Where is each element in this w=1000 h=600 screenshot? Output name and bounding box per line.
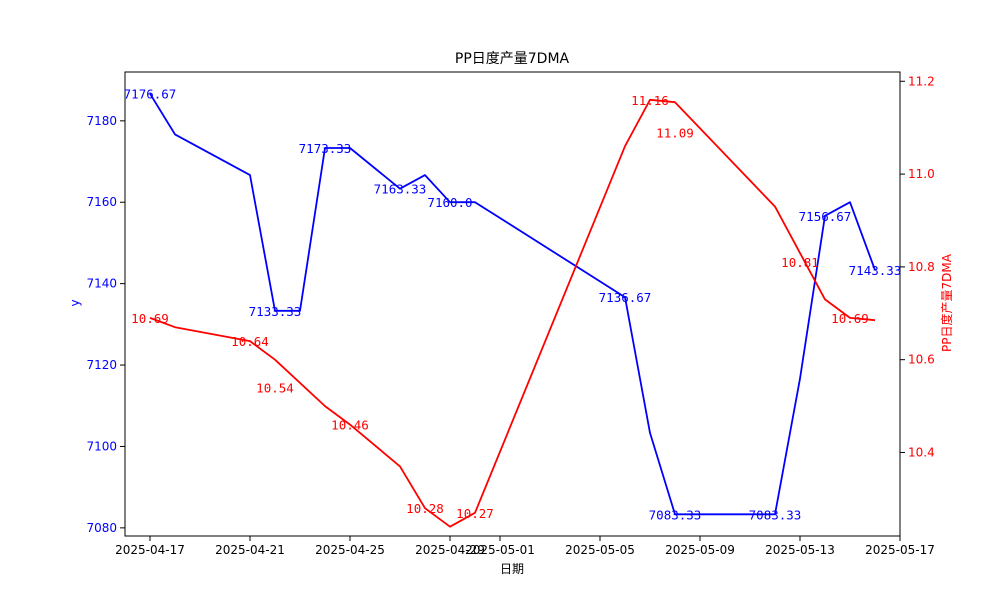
y-left-tick-label: 7100 <box>86 439 117 453</box>
plot-frame <box>124 71 901 537</box>
x-tick-label: 2025-04-29 <box>415 543 485 557</box>
left-data-label: 7176.67 <box>124 87 177 102</box>
chart-title: PP日度产量7DMA <box>455 51 570 67</box>
y-right-tick-label: 10.8 <box>908 260 935 274</box>
y-left-tick-label: 7120 <box>86 358 117 372</box>
right-data-label: 10.64 <box>231 334 269 349</box>
x-tick-label: 2025-05-05 <box>565 543 635 557</box>
left-data-label: 7173.33 <box>299 141 352 156</box>
x-tick-label: 2025-04-21 <box>215 543 285 557</box>
x-tick-label: 2025-05-13 <box>765 543 835 557</box>
y-axis-left-label: y <box>68 299 82 306</box>
left-series-line <box>149 93 876 516</box>
right-data-label: 10.28 <box>406 501 444 516</box>
y-left-tick-label: 7180 <box>86 114 117 128</box>
right-data-label: 11.16 <box>631 93 669 108</box>
right-data-label: 10.54 <box>256 381 294 396</box>
left-data-label: 7136.67 <box>599 290 652 305</box>
x-tick-label: 2025-05-01 <box>465 543 535 557</box>
right-data-label: 10.81 <box>781 255 819 270</box>
x-tick-label: 2025-05-17 <box>865 543 935 557</box>
y-axis-right-label: PP日度产量7DMA <box>939 253 954 352</box>
y-right-tick-label: 10.4 <box>908 445 935 459</box>
x-tick-label: 2025-04-25 <box>315 543 385 557</box>
left-data-label: 7163.33 <box>374 182 427 197</box>
right-data-label: 10.27 <box>456 506 494 521</box>
y-right-tick-label: 11.2 <box>908 74 935 88</box>
y-right-tick-label: 10.6 <box>908 353 935 367</box>
left-data-label: 7083.33 <box>649 507 702 522</box>
y-right-tick-label: 11.0 <box>908 167 935 181</box>
right-series-line <box>149 98 876 528</box>
plot-area: 2025-04-17 2025-04-21 2025-04-25 2025-04-29… <box>86 71 935 557</box>
right-data-label: 10.46 <box>331 418 369 433</box>
left-data-label: 7156.67 <box>799 209 852 224</box>
right-data-label: 11.09 <box>656 125 694 140</box>
right-data-label: 10.69 <box>831 311 869 326</box>
y-left-tick-label: 7160 <box>86 195 117 209</box>
x-tick-label: 2025-05-09 <box>665 543 735 557</box>
right-data-label: 10.69 <box>131 311 169 326</box>
left-data-label: 7160.0 <box>427 195 472 210</box>
x-tick-label: 2025-04-17 <box>115 543 185 557</box>
y-left-tick-label: 7080 <box>86 521 117 535</box>
left-data-label: 7143.33 <box>849 263 902 278</box>
left-data-label: 7083.33 <box>749 507 802 522</box>
y-left-tick-label: 7140 <box>86 277 117 291</box>
left-data-label: 7133.33 <box>249 304 302 319</box>
x-axis-label: 日期 <box>500 562 524 576</box>
